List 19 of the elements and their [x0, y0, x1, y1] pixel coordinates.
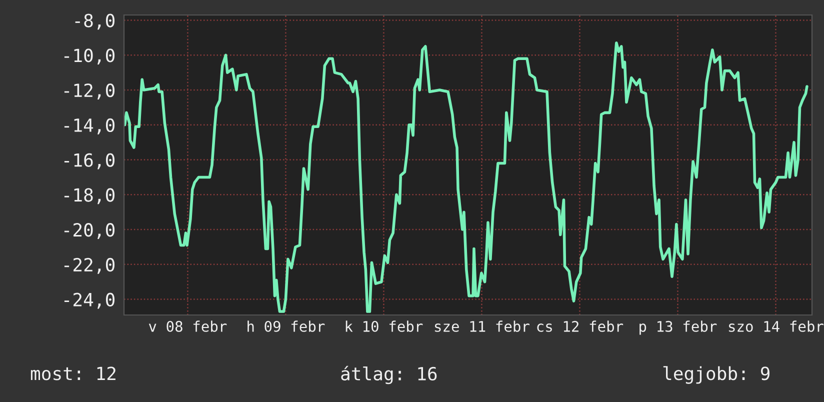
- x-tick-label: p 13 febr: [640, 320, 717, 335]
- x-tick-label: szo 14 febr: [728, 320, 824, 332]
- y-tick-label: -8,0: [75, 14, 114, 30]
- text: most: 12: [30, 366, 116, 380]
- text: átlag: 16: [341, 366, 437, 384]
- y-tick-label: -16,0: [64, 153, 114, 170]
- y-tick-label: -22,0: [64, 258, 114, 274]
- x-tick-label: sze 11 febr: [434, 320, 530, 332]
- y-tick-label: -12,0: [64, 84, 114, 100]
- x-tick-label: cs 12 febr: [537, 320, 624, 332]
- x-tick-label: h 09 febr: [248, 320, 325, 332]
- y-tick-label: -20,0: [64, 223, 114, 239]
- y-tick-label: -14,0: [64, 118, 114, 134]
- x-tick-label: k 10 febr: [346, 320, 423, 332]
- y-tick-label: -24,0: [64, 292, 114, 309]
- x-tick-label: v 08 febr: [148, 320, 227, 332]
- text: legjobb: 9: [663, 366, 770, 384]
- y-tick-label: -10,0: [64, 48, 114, 65]
- y-tick-label: -18,0: [64, 188, 114, 204]
